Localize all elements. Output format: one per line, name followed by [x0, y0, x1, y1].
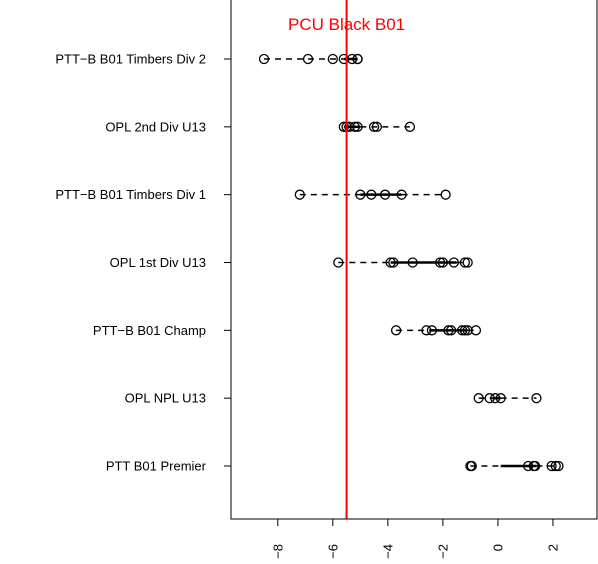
x-tick-label: −4: [380, 544, 395, 559]
data-point: [333, 257, 344, 268]
data-point: [484, 393, 495, 404]
group-3: [333, 257, 473, 268]
group-5: [473, 393, 542, 404]
data-point: [421, 325, 432, 336]
data-point: [390, 325, 402, 336]
category-label: PTT−B B01 Timbers Div 1: [55, 187, 206, 202]
category-label: OPL NPL U13: [125, 391, 206, 406]
group-6: [465, 460, 564, 472]
data-point: [459, 325, 471, 336]
x-tick-label: −2: [435, 544, 450, 559]
data-point: [457, 325, 468, 336]
data-point: [366, 189, 377, 200]
x-tick-label: 0: [490, 544, 505, 551]
data-point: [434, 257, 446, 268]
category-label: PTT−B B01 Timbers Div 2: [55, 52, 206, 67]
data-point: [379, 189, 391, 200]
x-tick-label: 2: [545, 544, 560, 551]
x-tick-label: −8: [270, 544, 285, 559]
data-point: [443, 325, 454, 336]
data-point: [258, 53, 270, 65]
data-point: [531, 393, 542, 404]
data-point: [553, 460, 564, 472]
group-0: [258, 53, 363, 65]
data-point: [440, 189, 451, 200]
data-point: [344, 121, 355, 132]
data-point: [466, 460, 477, 472]
reference-line-label: PCU Black B01: [288, 15, 405, 34]
data-point: [404, 121, 416, 132]
x-tick-label: −6: [325, 544, 340, 559]
data-point: [426, 325, 438, 336]
data-point: [459, 257, 471, 268]
data-point: [338, 53, 349, 65]
data-point: [396, 189, 407, 200]
data-point: [473, 393, 484, 404]
chart-groups: [258, 53, 564, 472]
data-point: [446, 325, 457, 336]
data-point: [550, 460, 561, 472]
plot-frame: [230, 0, 598, 520]
data-point: [490, 393, 501, 404]
data-point: [349, 121, 360, 132]
data-point: [355, 189, 366, 200]
data-point: [327, 53, 338, 65]
data-point: [368, 121, 380, 132]
category-label: PTT B01 Premier: [106, 459, 207, 474]
category-label: OPL 2nd Div U13: [105, 119, 206, 134]
category-label: OPL 1st Div U13: [110, 255, 206, 270]
data-point: [529, 460, 541, 472]
data-point: [470, 325, 482, 336]
data-point: [352, 53, 363, 65]
data-point: [462, 257, 473, 268]
data-point: [388, 257, 399, 268]
data-point: [294, 189, 305, 200]
data-point: [407, 257, 418, 268]
data-point: [302, 53, 314, 65]
data-point: [448, 257, 460, 268]
data-point: [523, 460, 534, 472]
data-point: [462, 325, 473, 336]
group-4: [390, 325, 482, 336]
data-point: [495, 393, 506, 404]
group-1: [338, 121, 416, 132]
data-point: [371, 121, 382, 132]
data-point: [346, 53, 358, 65]
data-point: [546, 460, 557, 472]
x-axis: −8 −6 −4 −2 0 2: [270, 518, 560, 559]
data-point: [437, 257, 449, 268]
data-point: [338, 121, 349, 132]
data-point: [352, 121, 363, 132]
data-point: [385, 257, 396, 268]
group-2: [294, 189, 451, 200]
y-axis: PTT−B B01 Timbers Div 2 OPL 2nd Div U13 PT…: [55, 52, 231, 474]
category-label: PTT−B B01 Champ: [93, 323, 206, 338]
